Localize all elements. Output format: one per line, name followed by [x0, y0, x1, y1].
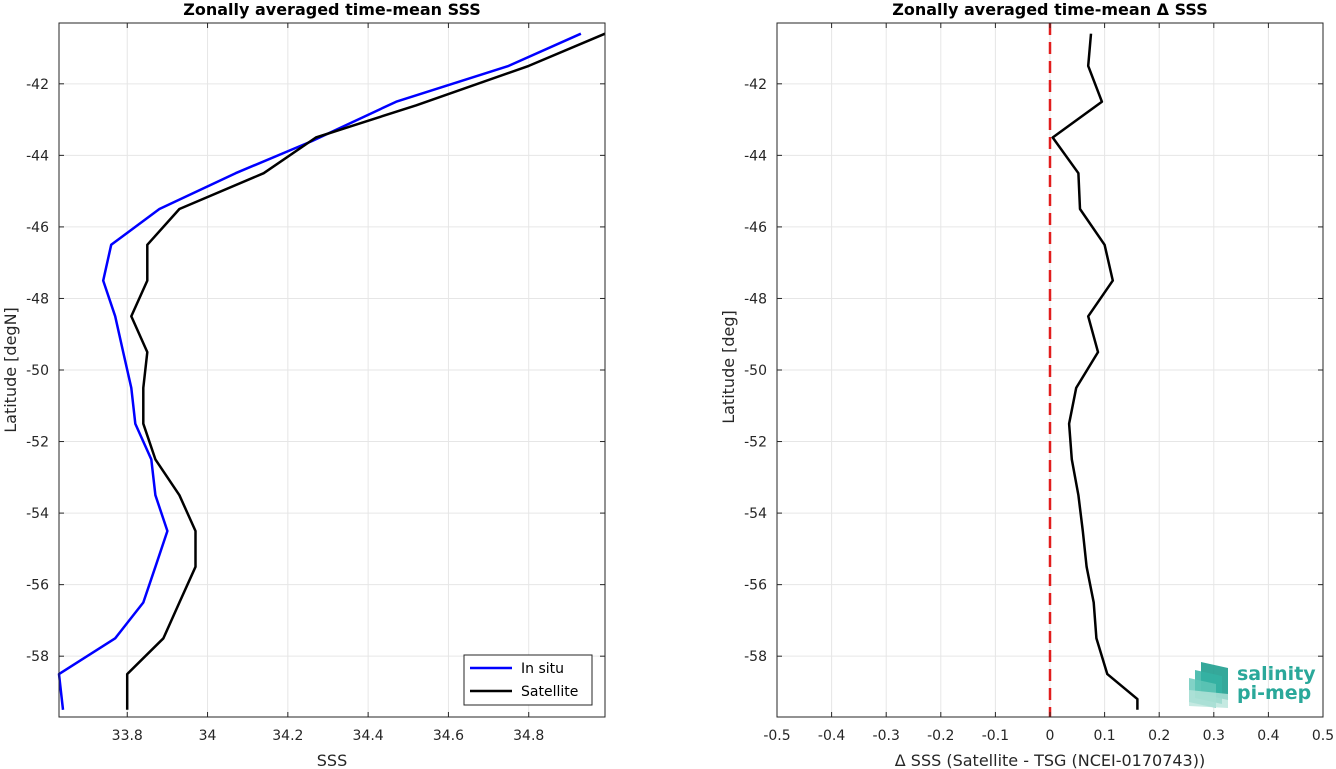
series-layer-left: [57, 32, 606, 710]
x-tick-label-right: -0.5: [763, 728, 790, 744]
y-tick-label-right: -54: [744, 506, 767, 522]
legend-label-in-situ: In situ: [521, 661, 564, 677]
y-tick-label-left: -44: [26, 148, 49, 164]
legend-label-satellite: Satellite: [521, 684, 578, 700]
salinity-pi-mep-logo: salinity pi-mep: [1189, 662, 1316, 708]
series-line-delta-sss: [1051, 33, 1139, 710]
y-tick-label-right: -56: [744, 578, 767, 594]
y-tick-label-left: -50: [26, 363, 49, 379]
right-panel: Zonally averaged time-mean Δ SSS -0.5 -0.…: [719, 0, 1334, 769]
x-axis-label-left: SSS: [317, 751, 347, 769]
ticks-right: -0.5 -0.4 -0.3 -0.2 -0.1 0 0.1 0.2 0.3 0.4 0.5 -42 -…: [744, 23, 1334, 744]
x-tick-label-right: 0: [1046, 728, 1055, 744]
y-tick-label-right: -48: [744, 291, 767, 307]
y-tick-label-left: -54: [26, 506, 49, 522]
y-tick-label-right: -50: [744, 363, 767, 379]
x-tick-label-right: 0.3: [1203, 728, 1225, 744]
y-tick-label-left: -58: [26, 649, 49, 665]
y-tick-label-right: -44: [744, 148, 767, 164]
ticks-left: 33.8 34 34.2 34.4 34.6 34.8 -42 -44 -46 -48 -50 -52…: [26, 23, 605, 744]
legend: In situ Satellite: [463, 654, 593, 706]
x-tick-label-right: -0.2: [927, 728, 954, 744]
x-axis-label-right: Δ SSS (Satellite - TSG (NCEI-0170743)): [895, 751, 1205, 769]
x-tick-label-left: 34.8: [513, 728, 544, 744]
x-tick-label-left: 34.6: [433, 728, 464, 744]
x-tick-label-right: 0.2: [1148, 728, 1170, 744]
y-tick-label-left: -48: [26, 291, 49, 307]
y-tick-label-right: -52: [744, 435, 767, 451]
x-tick-label-left: 33.8: [112, 728, 143, 744]
y-tick-label-right: -42: [744, 77, 767, 93]
x-tick-label-right: -0.1: [982, 728, 1009, 744]
logo-text-salinity: salinity: [1237, 663, 1316, 685]
y-tick-label-left: -52: [26, 435, 49, 451]
x-tick-label-right: -0.3: [873, 728, 900, 744]
y-tick-label-left: -46: [26, 220, 49, 236]
x-tick-label-right: 0.5: [1312, 728, 1334, 744]
x-tick-label-left: 34.4: [353, 728, 384, 744]
left-panel: Zonally averaged time-mean SSS 33.8 34 34.…: [1, 0, 606, 769]
x-tick-label-left: 34: [199, 728, 217, 744]
logo-text-pi-mep: pi-mep: [1237, 682, 1311, 704]
x-tick-label-right: -0.4: [818, 728, 845, 744]
wave-logo-icon: [1189, 662, 1228, 708]
y-tick-label-right: -58: [744, 649, 767, 665]
x-tick-label-right: 0.1: [1093, 728, 1115, 744]
y-tick-label-left: -42: [26, 77, 49, 93]
x-tick-label-right: 0.4: [1257, 728, 1279, 744]
x-tick-label-left: 34.2: [272, 728, 303, 744]
series-layer-right: [1048, 23, 1139, 717]
y-axis-label-right: Latitude [deg]: [719, 310, 738, 424]
chart-title-right: Zonally averaged time-mean Δ SSS: [892, 0, 1208, 19]
chart-title-left: Zonally averaged time-mean SSS: [183, 0, 481, 19]
legend-box: [463, 654, 593, 706]
y-tick-label-right: -46: [744, 220, 767, 236]
y-axis-label-left: Latitude [degN]: [1, 307, 20, 433]
series-line-in-situ: [57, 32, 582, 710]
series-line-satellite: [125, 32, 606, 710]
grid-left: [59, 23, 605, 717]
y-tick-label-left: -56: [26, 578, 49, 594]
